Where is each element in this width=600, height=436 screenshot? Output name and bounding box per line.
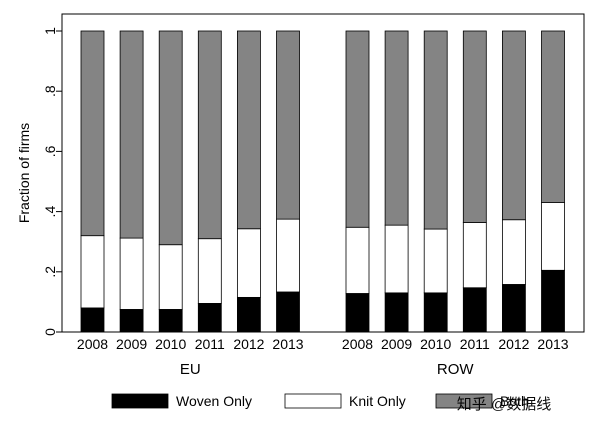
bar-segment-woven-only (501, 284, 526, 333)
bar-segment-woven-only (80, 307, 105, 333)
legend-label: Woven Only (176, 393, 252, 409)
x-tick-label: 2009 (381, 336, 412, 352)
bar-segment-woven-only (541, 269, 565, 333)
bar-segment-both (541, 30, 565, 203)
legend-swatch (435, 393, 493, 409)
bar-segment-both (501, 30, 526, 221)
legend-label: Both (500, 393, 529, 409)
bar-segment-both (423, 30, 448, 230)
bar-segment-both (345, 30, 370, 228)
bar-segment-both (384, 30, 409, 226)
x-tick-label: 2008 (342, 336, 373, 352)
bar-segment-woven-only (423, 292, 448, 333)
bar-segment-knit-only (119, 237, 144, 310)
legend: Woven Only Knit Only Both (111, 393, 529, 409)
bar-segment-knit-only (276, 218, 300, 293)
x-tick-label: 2012 (498, 336, 529, 352)
bar-segment-knit-only (462, 222, 487, 289)
y-tick-label: .8 (42, 85, 58, 97)
group-label: EU (180, 361, 201, 378)
bar-segment-both (462, 30, 487, 223)
bar-segment-knit-only (384, 224, 409, 294)
legend-swatch (111, 393, 169, 409)
x-axis-labels: 2008 2009 2010 2011 2012 2013 EU 2008 2009 2010 20… (77, 336, 569, 378)
bar-segment-knit-only (541, 202, 565, 271)
bar-segment-both (158, 30, 183, 246)
bar-segment-woven-only (197, 303, 222, 333)
x-tick-label: 2010 (420, 336, 451, 352)
y-tick-label: .6 (42, 145, 58, 157)
bar-segment-knit-only (236, 228, 261, 298)
y-tick-label: .4 (42, 206, 58, 218)
x-tick-label: 2011 (195, 336, 225, 352)
watermark: 知乎 @数据线 (457, 396, 551, 413)
y-tick-label: 1 (42, 27, 58, 35)
group-label: ROW (437, 361, 475, 378)
bar-segment-knit-only (80, 235, 105, 309)
x-tick-label: 2013 (537, 336, 568, 352)
y-tick-label: .2 (42, 266, 58, 278)
x-tick-label: 2011 (460, 336, 490, 352)
x-tick-label: 2009 (116, 336, 147, 352)
y-axis: 0 .2 .4 .6 .8 1 (42, 27, 62, 336)
x-tick-label: 2013 (272, 336, 303, 352)
bar-segment-knit-only (345, 226, 370, 294)
bar-segment-woven-only (158, 309, 183, 333)
bar-segment-both (197, 30, 222, 240)
plot-area-frame (61, 13, 585, 333)
bar-segment-both (236, 30, 261, 230)
bar-segment-both (276, 30, 300, 220)
bar-segment-knit-only (501, 219, 526, 285)
bar-segment-woven-only (119, 309, 144, 333)
bar-segment-knit-only (197, 238, 222, 304)
bars (80, 30, 565, 333)
bar-segment-knit-only (158, 244, 183, 310)
x-tick-label: 2008 (77, 336, 108, 352)
x-tick-label: 2012 (233, 336, 264, 352)
bar-segment-woven-only (462, 287, 487, 333)
bar-segment-woven-only (236, 296, 261, 333)
x-tick-label: 2010 (155, 336, 186, 352)
legend-label: Knit Only (349, 393, 406, 409)
y-tick-label: 0 (42, 328, 58, 336)
bar-segment-knit-only (423, 228, 448, 294)
bar-segment-both (80, 30, 105, 237)
y-axis-label: Fraction of firms (16, 123, 32, 223)
bar-segment-woven-only (384, 292, 409, 333)
bar-segment-woven-only (345, 293, 370, 333)
bar-segment-woven-only (276, 291, 300, 333)
bar-segment-both (119, 30, 144, 239)
legend-swatch (284, 393, 342, 409)
